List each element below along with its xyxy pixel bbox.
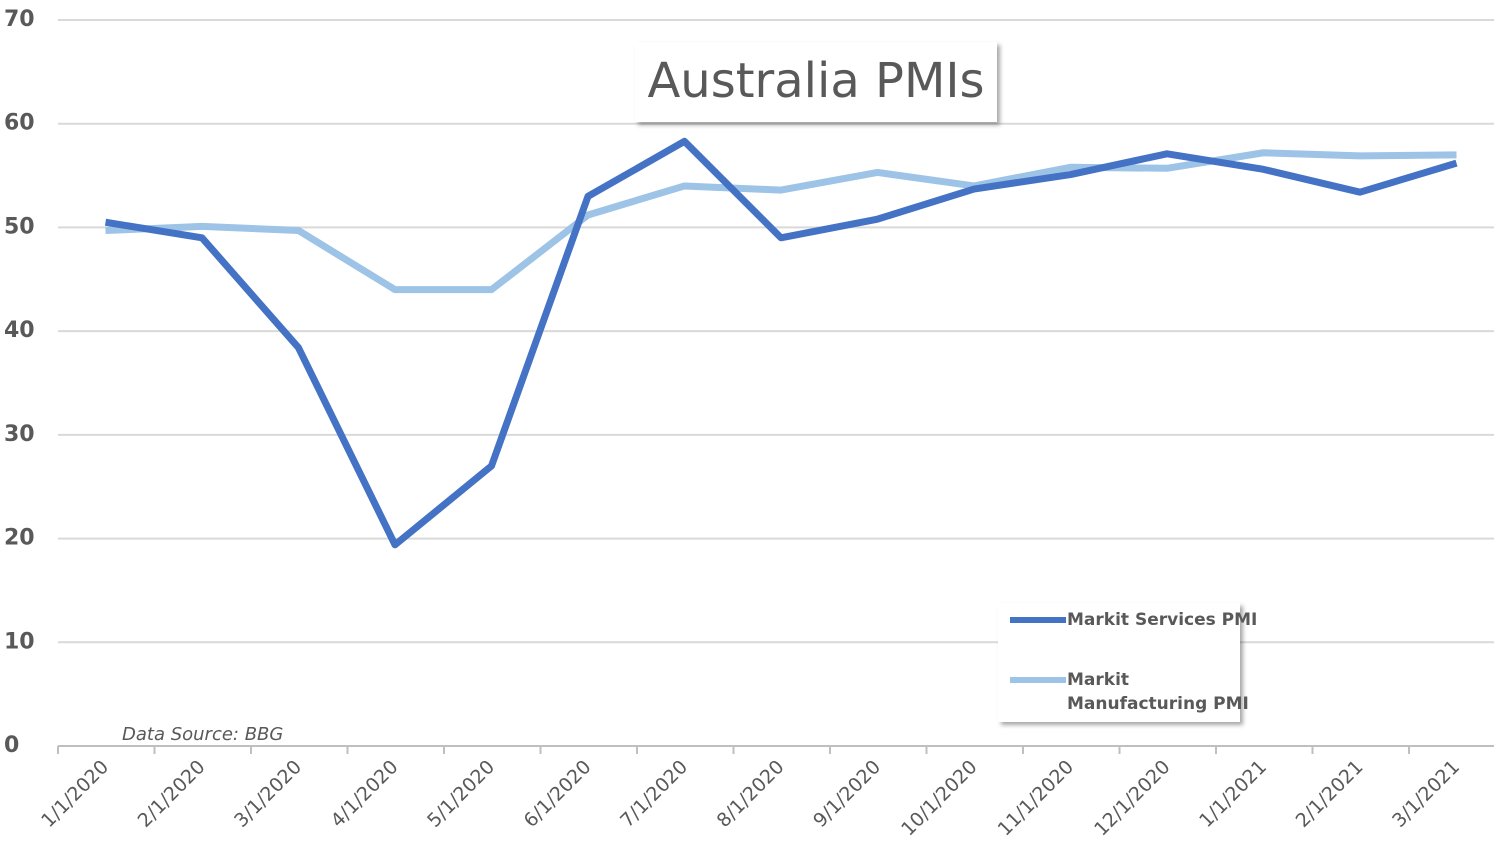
x-tick-label: 11/1/2020 [994,756,1078,840]
y-tick-label: 10 [4,629,35,654]
x-tick-label: 1/1/2020 [37,756,113,832]
y-tick-label: 60 [4,111,35,136]
y-tick-label: 70 [4,7,35,32]
x-tick-label: 9/1/2020 [809,756,885,832]
y-tick-label: 20 [4,526,35,551]
series-line [105,149,1457,294]
x-tick-label: 8/1/2020 [713,756,789,832]
chart-title: Australia PMIs [647,53,984,109]
x-tick-label: 2/1/2020 [134,756,210,832]
y-tick-label: 40 [4,318,35,343]
legend-label: Markit Manufacturing PMI [1067,670,1249,714]
y-tick-label: 0 [4,733,19,758]
x-tick-label: 5/1/2020 [423,756,499,832]
x-tick-label: 10/1/2020 [897,756,981,840]
x-tick-label: 7/1/2020 [616,756,692,832]
y-tick-label: 50 [4,214,35,239]
x-tick-label: 6/1/2020 [520,756,596,832]
x-tick-label: 1/1/2021 [1195,756,1271,832]
x-tick-label: 4/1/2020 [327,756,403,832]
title-box [635,42,997,122]
annotation: Data Source: BBG [122,724,283,745]
x-tick-label: 3/1/2021 [1388,756,1464,832]
series-line [104,137,1458,549]
y-tick-label: 30 [4,422,35,447]
x-tick-label: 3/1/2020 [230,756,306,832]
legend-label: Markit Services PMI [1067,610,1257,630]
x-tick-label: 12/1/2020 [1090,756,1174,840]
x-tick-label: 2/1/2021 [1292,756,1368,832]
